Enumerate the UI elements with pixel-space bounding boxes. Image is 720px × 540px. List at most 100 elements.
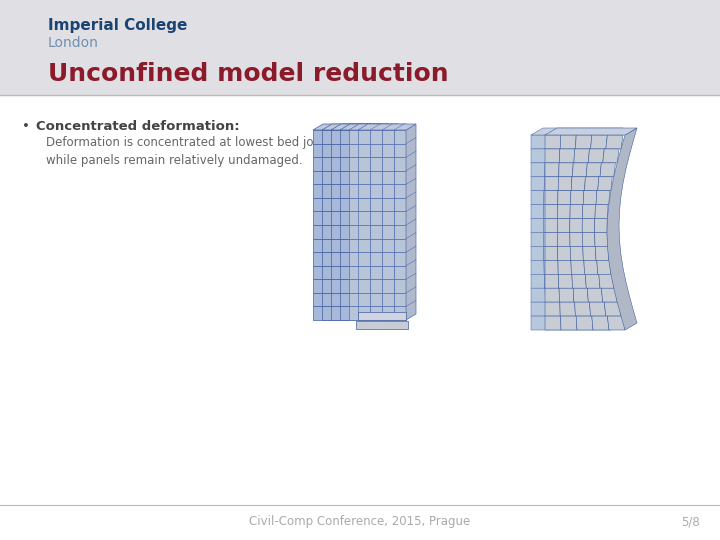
Bar (385, 279, 397, 293)
Bar (325, 184, 337, 198)
Polygon shape (582, 233, 595, 246)
Bar (367, 184, 379, 198)
Polygon shape (570, 246, 583, 260)
Bar (373, 198, 385, 212)
Bar (355, 225, 367, 239)
Bar (367, 239, 379, 252)
Bar (337, 157, 349, 171)
Bar (373, 266, 385, 279)
Bar (334, 198, 346, 212)
Bar (355, 252, 367, 266)
Text: •: • (22, 120, 30, 133)
Polygon shape (588, 288, 603, 302)
Bar (376, 171, 388, 184)
Bar (349, 306, 361, 320)
Polygon shape (598, 177, 612, 191)
Bar (373, 212, 385, 225)
Bar (349, 198, 361, 212)
Bar (355, 130, 367, 144)
Bar (358, 239, 370, 252)
Bar (0, 95, 720, 505)
Bar (322, 225, 334, 239)
Bar (352, 144, 364, 157)
Bar (349, 157, 361, 171)
Bar (331, 279, 343, 293)
Bar (358, 171, 370, 184)
Bar (349, 144, 361, 157)
Bar (376, 130, 388, 144)
Bar (337, 198, 349, 212)
Bar (376, 279, 388, 293)
Bar (322, 252, 334, 266)
Polygon shape (582, 246, 596, 260)
Polygon shape (406, 124, 416, 320)
Bar (370, 198, 382, 212)
Polygon shape (590, 135, 608, 149)
Polygon shape (557, 233, 570, 246)
Bar (367, 144, 379, 157)
Polygon shape (545, 191, 558, 205)
Bar (370, 212, 382, 225)
Bar (343, 225, 355, 239)
Polygon shape (546, 149, 561, 163)
Polygon shape (582, 260, 597, 274)
Polygon shape (572, 177, 585, 191)
Bar (352, 130, 364, 144)
Bar (382, 239, 394, 252)
Polygon shape (595, 219, 607, 233)
Polygon shape (531, 149, 546, 163)
Polygon shape (572, 274, 586, 288)
Bar (376, 157, 388, 171)
Bar (385, 171, 397, 184)
Bar (340, 293, 352, 306)
Bar (343, 239, 355, 252)
Bar (349, 225, 361, 239)
Polygon shape (545, 288, 560, 302)
Bar (331, 293, 343, 306)
Bar (367, 306, 379, 320)
Bar (361, 198, 373, 212)
Bar (313, 239, 325, 252)
Bar (394, 225, 406, 239)
Bar (361, 212, 373, 225)
Bar (334, 144, 346, 157)
Polygon shape (561, 316, 577, 330)
Polygon shape (571, 260, 585, 274)
Bar (373, 293, 385, 306)
Bar (385, 225, 397, 239)
Polygon shape (570, 191, 584, 205)
Polygon shape (582, 191, 595, 205)
Polygon shape (606, 135, 623, 149)
Bar (367, 225, 379, 239)
Polygon shape (559, 163, 573, 177)
Bar (337, 130, 349, 144)
Polygon shape (531, 135, 546, 149)
Polygon shape (597, 260, 611, 274)
Bar (313, 279, 325, 293)
Bar (0, 0, 720, 95)
Polygon shape (545, 163, 559, 177)
Polygon shape (601, 288, 617, 302)
Polygon shape (580, 219, 593, 233)
Bar (385, 184, 397, 198)
Bar (370, 184, 382, 198)
Polygon shape (568, 219, 581, 233)
Bar (322, 266, 334, 279)
Bar (343, 130, 355, 144)
Polygon shape (595, 246, 609, 260)
Bar (340, 171, 352, 184)
Polygon shape (531, 288, 546, 302)
Bar (382, 293, 394, 306)
Polygon shape (544, 205, 557, 219)
Bar (382, 279, 394, 293)
Polygon shape (582, 205, 595, 219)
Polygon shape (584, 260, 598, 274)
Polygon shape (576, 316, 593, 330)
Bar (334, 266, 346, 279)
Polygon shape (340, 124, 398, 130)
Bar (313, 171, 325, 184)
Bar (331, 184, 343, 198)
Bar (361, 266, 373, 279)
Bar (364, 130, 376, 144)
Bar (352, 184, 364, 198)
